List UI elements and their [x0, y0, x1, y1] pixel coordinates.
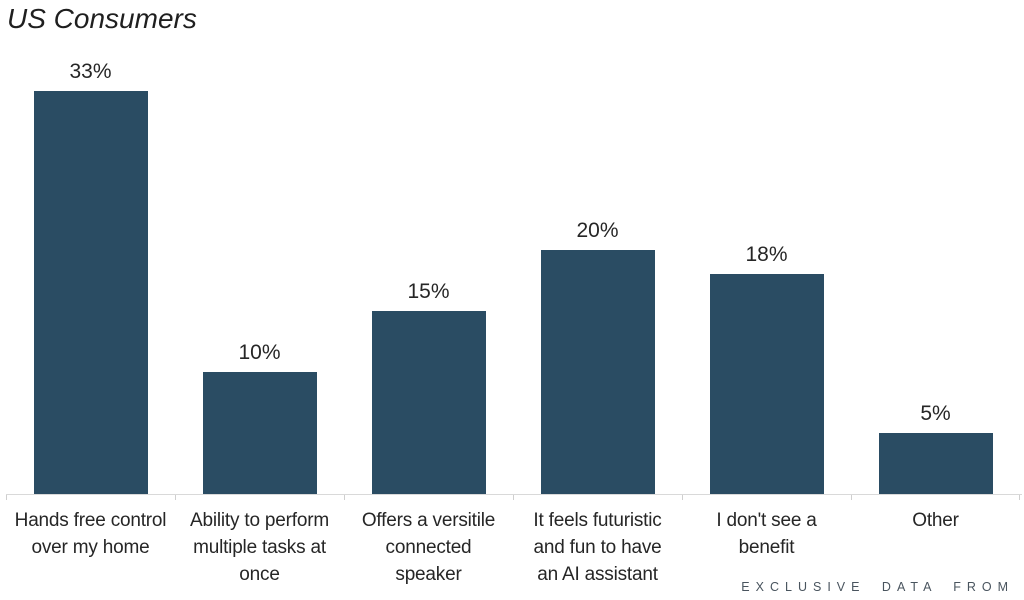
bar-value-label: 10% [238, 341, 281, 364]
category-label: Ability to perform multiple tasks at onc… [190, 510, 329, 585]
bar-slot: 10% [175, 0, 344, 494]
bar-slot: 20% [513, 0, 682, 494]
axis-tick [1019, 495, 1020, 500]
bar-4 [540, 250, 655, 494]
axis-tick [682, 495, 683, 500]
bar-slot: 5% [851, 0, 1020, 494]
bar-value-label: 18% [745, 243, 788, 267]
axis-tick [851, 495, 852, 500]
bar-5 [709, 274, 824, 494]
plot-area: 33% 10% 15% 20% 18% 5% [6, 0, 1020, 494]
bar-value-label: 5% [920, 402, 951, 425]
bar-value-label: 20% [576, 219, 619, 242]
category-label: I don't see a benefit [716, 510, 817, 558]
category-label: Other [912, 510, 959, 531]
bar-slot: 15% [344, 0, 513, 494]
axis-tick [513, 495, 514, 500]
bar-slot: 33% [6, 0, 175, 494]
exclusive-data-credit: EXCLUSIVE DATA FROM [741, 580, 1014, 594]
bar-1 [33, 91, 148, 494]
bar-6 [878, 433, 993, 494]
axis-tick [344, 495, 345, 500]
chart-title: US Consumers [7, 3, 197, 34]
bar-value-label: 15% [407, 280, 450, 303]
category-labels-row: Hands free control over my home Ability t… [6, 507, 1020, 588]
axis-tick [175, 495, 176, 500]
bar-value-label: 33% [69, 60, 112, 84]
category-label: It feels futuristic and fun to have an A… [533, 510, 662, 585]
bar-slot: 18% [682, 0, 851, 494]
bar-3 [371, 311, 486, 494]
category-label: Hands free control over my home [14, 510, 167, 558]
x-axis-line [6, 494, 1022, 500]
bar-2 [202, 372, 317, 494]
axis-tick [6, 495, 7, 500]
category-label: Offers a versitile connected speaker [361, 510, 496, 585]
